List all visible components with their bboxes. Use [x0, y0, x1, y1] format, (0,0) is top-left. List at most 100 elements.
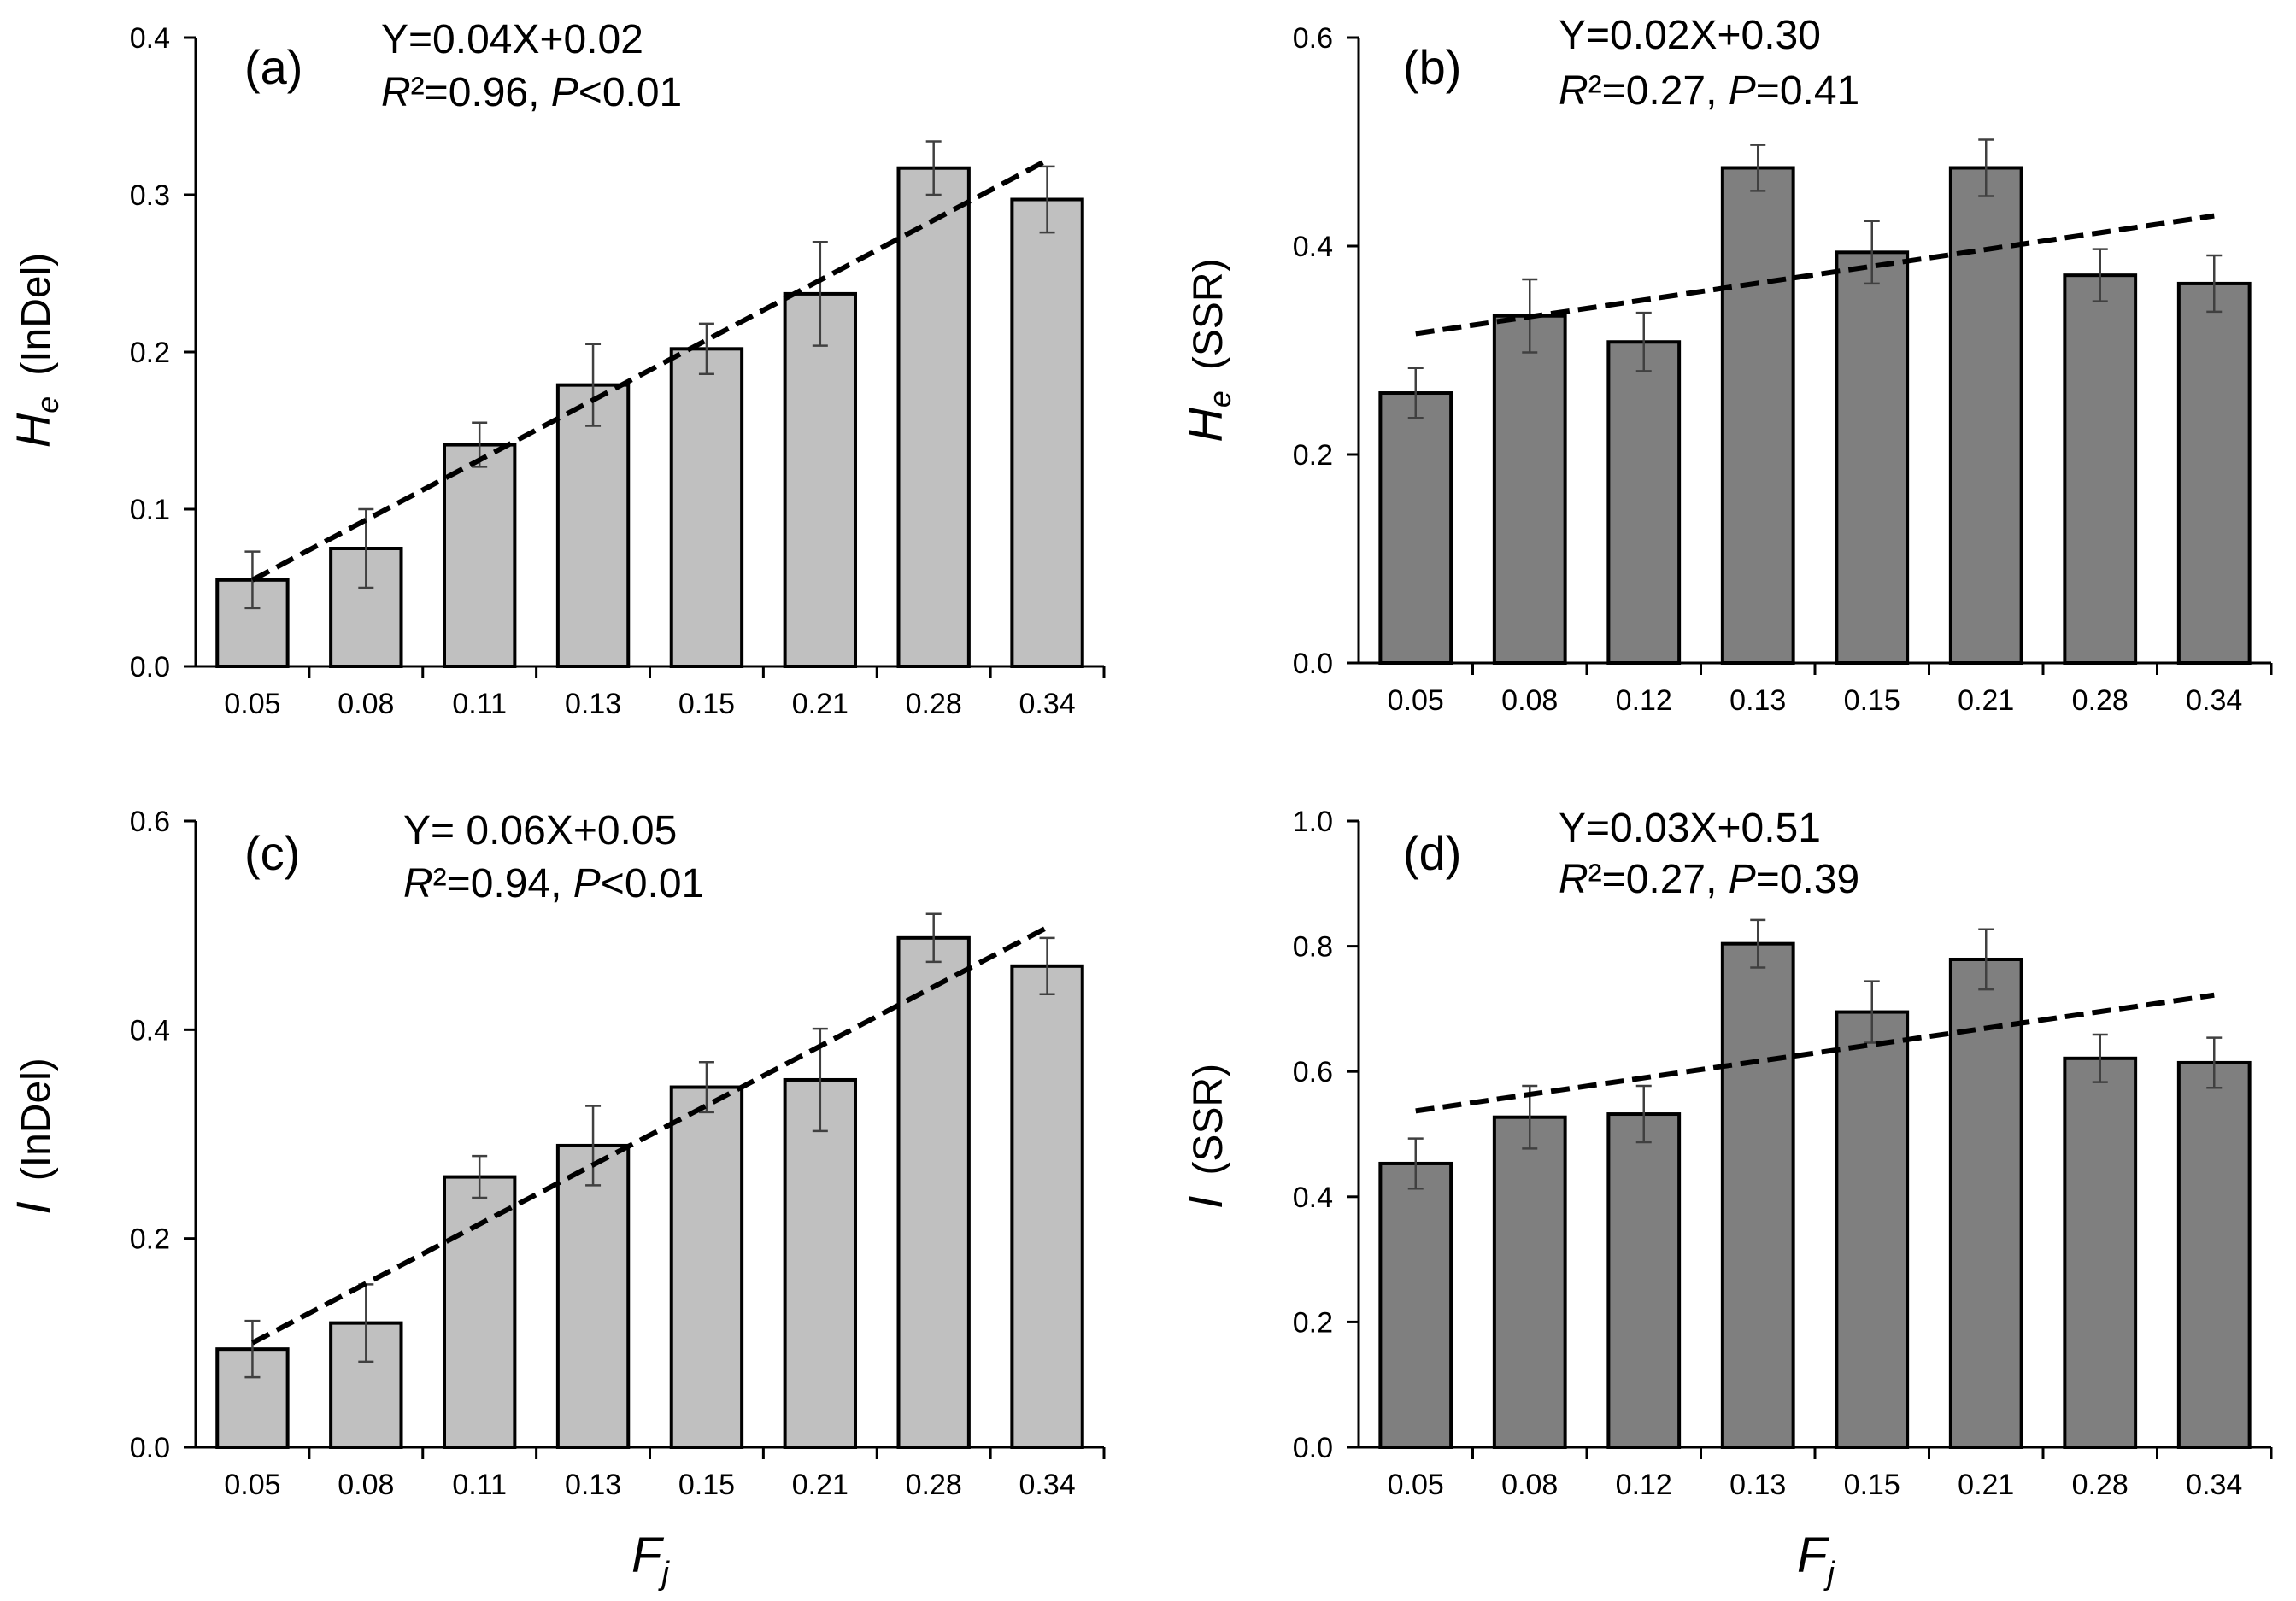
y-tick-label: 0.0 [130, 651, 170, 683]
p-value: =0.41 [1756, 68, 1859, 114]
r-squared-symbol: R [381, 70, 411, 115]
r-squared-value: ²=0.27, [1588, 857, 1729, 902]
x-tick-label: 0.12 [1616, 1469, 1672, 1501]
bar [2063, 1056, 2138, 1449]
x-axis-title: Fj [631, 1528, 670, 1592]
y-tick-label: 0.8 [1293, 931, 1333, 964]
x-tick-label: 0.13 [1729, 1469, 1786, 1501]
y-axis-title: He (InDel) [6, 253, 65, 449]
regression-stats: R²=0.96, P<0.01 [381, 70, 682, 115]
bar [2176, 281, 2252, 665]
panel-label: (b) [1403, 40, 1461, 94]
bar [1492, 1115, 1567, 1449]
r-squared-symbol: R [1559, 68, 1588, 114]
y-tick-label: 0.0 [1293, 1432, 1333, 1464]
bar [1378, 391, 1453, 665]
x-tick-label: 0.34 [2186, 1469, 2242, 1501]
r-squared-value: ²=0.96, [411, 70, 551, 115]
y-axis-symbol: H [6, 413, 60, 448]
bar [442, 1175, 517, 1450]
trend-line [251, 157, 1048, 583]
bar [896, 166, 971, 669]
x-tick-label: 0.08 [1501, 1469, 1558, 1501]
y-tick-label: 0.6 [1293, 1056, 1333, 1088]
y-tick-label: 1.0 [1293, 806, 1333, 838]
regression-stats: R²=0.27, P=0.41 [1559, 68, 1859, 114]
x-tick-label: 0.11 [452, 688, 507, 720]
bar [555, 383, 631, 668]
bar [1010, 964, 1084, 1449]
x-axis-symbol: F [1797, 1528, 1830, 1583]
bar [783, 1077, 858, 1450]
x-tick-label: 0.08 [338, 688, 394, 720]
bar [1948, 957, 2023, 1450]
bar [1606, 340, 1682, 665]
bar [783, 291, 858, 668]
p-symbol: P [551, 70, 578, 115]
trend-line [1415, 992, 2215, 1114]
regression-stats: R²=0.94, P<0.01 [403, 861, 704, 906]
y-axis-title: I (SSR) [1178, 1064, 1232, 1209]
r-squared-value: ²=0.94, [433, 861, 573, 906]
regression-equation: Y= 0.06X+0.05 [403, 808, 677, 853]
y-axis-title: He (SSR) [1178, 258, 1237, 442]
y-axis-subscript: e [1202, 390, 1237, 408]
y-tick-label: 0.2 [1293, 439, 1333, 472]
bar [896, 935, 971, 1449]
x-tick-label: 0.21 [1958, 1469, 2014, 1501]
regression-equation: Y=0.04X+0.02 [381, 17, 643, 62]
y-axis-symbol: I [6, 1201, 60, 1215]
x-tick-label: 0.05 [224, 1469, 280, 1501]
x-tick-label: 0.05 [1388, 1469, 1444, 1501]
panel-label: (d) [1403, 826, 1461, 880]
bar [1378, 1161, 1453, 1450]
bar [1835, 1010, 1910, 1449]
bar [1606, 1112, 1682, 1449]
trend-line [251, 924, 1048, 1346]
x-tick-label: 0.15 [678, 1469, 735, 1501]
bar [1492, 314, 1567, 665]
y-tick-label: 0.3 [130, 179, 170, 212]
x-tick-label: 0.15 [1844, 684, 1900, 717]
y-axis-unit: (SSR) [1186, 258, 1231, 390]
x-tick-label: 0.13 [565, 1469, 621, 1501]
panel-label: (a) [244, 40, 302, 94]
x-tick-label: 0.28 [2072, 684, 2129, 717]
regression-stats: R²=0.27, P=0.39 [1559, 857, 1859, 902]
x-tick-label: 0.21 [792, 1469, 849, 1501]
panel-a: 0.0 0.1 0.2 0.3 0.4 0.05 0.08 0.11 0.13 0.15 0.21 0… [6, 17, 1106, 720]
y-tick-label: 0.4 [1293, 231, 1333, 263]
y-tick-label: 0.4 [1293, 1182, 1333, 1214]
p-value: =0.39 [1756, 857, 1859, 902]
bar [555, 1143, 631, 1450]
y-tick-label: 0.4 [130, 22, 170, 55]
bar [669, 347, 744, 668]
y-tick-label: 0.2 [1293, 1306, 1333, 1339]
y-axis-unit: (InDel) [14, 1058, 59, 1201]
y-axis-unit: (InDel) [14, 253, 59, 396]
y-tick-label: 0.1 [130, 494, 170, 526]
x-axis-title: Fj [1797, 1528, 1835, 1592]
regression-equation: Y=0.02X+0.30 [1559, 13, 1821, 58]
y-tick-label: 0.0 [130, 1432, 170, 1464]
p-symbol: P [1729, 68, 1756, 114]
y-axis-symbol: H [1178, 408, 1232, 443]
x-tick-label: 0.05 [224, 688, 280, 720]
p-symbol: P [573, 861, 601, 906]
x-tick-label: 0.08 [338, 1469, 394, 1501]
y-axis-symbol: I [1178, 1196, 1232, 1210]
x-tick-label: 0.08 [1501, 684, 1558, 717]
p-value: <0.01 [578, 70, 682, 115]
y-tick-label: 0.0 [1293, 648, 1333, 680]
x-tick-label: 0.28 [2072, 1469, 2129, 1501]
r-squared-symbol: R [1559, 857, 1588, 902]
p-symbol: P [1729, 857, 1756, 902]
bar [442, 443, 517, 668]
bar [1835, 250, 1910, 665]
x-tick-label: 0.28 [906, 1469, 962, 1501]
x-tick-label: 0.05 [1388, 684, 1444, 717]
bar [2176, 1060, 2252, 1449]
x-tick-label: 0.34 [1019, 688, 1075, 720]
r-squared-symbol: R [403, 861, 433, 906]
panel-b: 0.0 0.2 0.4 0.6 0.05 0.08 0.12 0.13 0.15 0.21 0.28… [1178, 13, 2273, 717]
